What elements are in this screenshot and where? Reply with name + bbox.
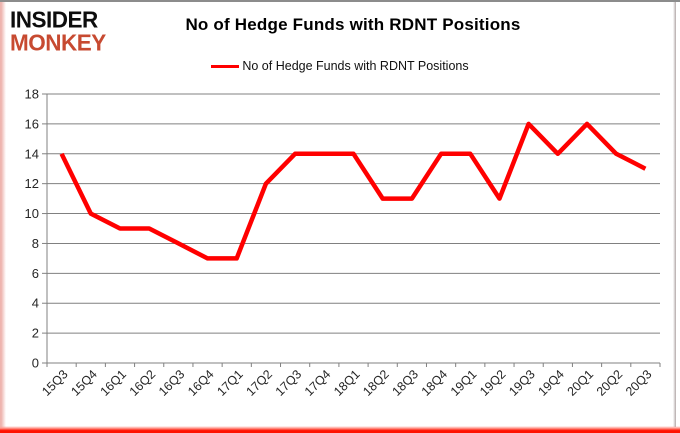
x-axis-label: 15Q4 <box>68 367 100 399</box>
legend-line-swatch <box>211 64 240 68</box>
y-axis-label: 6 <box>32 266 39 281</box>
x-axis-label: 18Q3 <box>389 367 421 399</box>
series-line <box>59 121 647 261</box>
x-axis-label: 17Q2 <box>244 367 276 399</box>
y-axis-label: 12 <box>25 176 39 191</box>
x-axis-label: 18Q2 <box>360 367 392 399</box>
x-axis-label: 19Q1 <box>448 367 480 399</box>
x-axis-label: 19Q3 <box>506 367 538 399</box>
x-axis-label: 20Q1 <box>565 367 597 399</box>
y-axis-label: 2 <box>32 326 39 341</box>
x-axis-label: 17Q4 <box>302 367 334 399</box>
x-axis-label: 20Q3 <box>623 367 655 399</box>
y-axis-label: 4 <box>32 296 39 311</box>
chart-title: No of Hedge Funds with RDNT Positions <box>185 15 521 34</box>
x-axis-label: 16Q1 <box>98 367 130 399</box>
x-axis-label: 16Q2 <box>127 367 159 399</box>
x-axis-label: 16Q4 <box>185 367 217 399</box>
y-axis-label: 0 <box>32 356 39 371</box>
x-axis-label: 20Q2 <box>594 367 626 399</box>
x-axis-label: 15Q3 <box>39 367 71 399</box>
x-axis-label: 17Q1 <box>214 367 246 399</box>
x-axis-label: 17Q3 <box>273 367 305 399</box>
x-axis-label: 18Q1 <box>331 367 363 399</box>
x-axis-label: 19Q2 <box>477 367 509 399</box>
chart-legend: No of Hedge Funds with RDNT Positions <box>0 58 680 74</box>
y-axis-label: 18 <box>25 87 39 102</box>
x-axis-label: 16Q3 <box>156 367 188 399</box>
legend-label: No of Hedge Funds with RDNT Positions <box>242 59 469 73</box>
logo-word-monkey: MONKEY <box>10 30 106 57</box>
y-axis-label: 8 <box>32 236 39 251</box>
x-axis-label: 19Q4 <box>535 367 567 399</box>
insider-monkey-logo: INSIDER MONKEY <box>10 6 106 57</box>
y-axis-label: 16 <box>25 116 39 131</box>
logo-word-insider: INSIDER <box>10 6 98 33</box>
y-axis-label: 14 <box>25 146 39 161</box>
y-axis-label: 10 <box>25 206 39 221</box>
x-axis-label: 18Q4 <box>419 367 451 399</box>
